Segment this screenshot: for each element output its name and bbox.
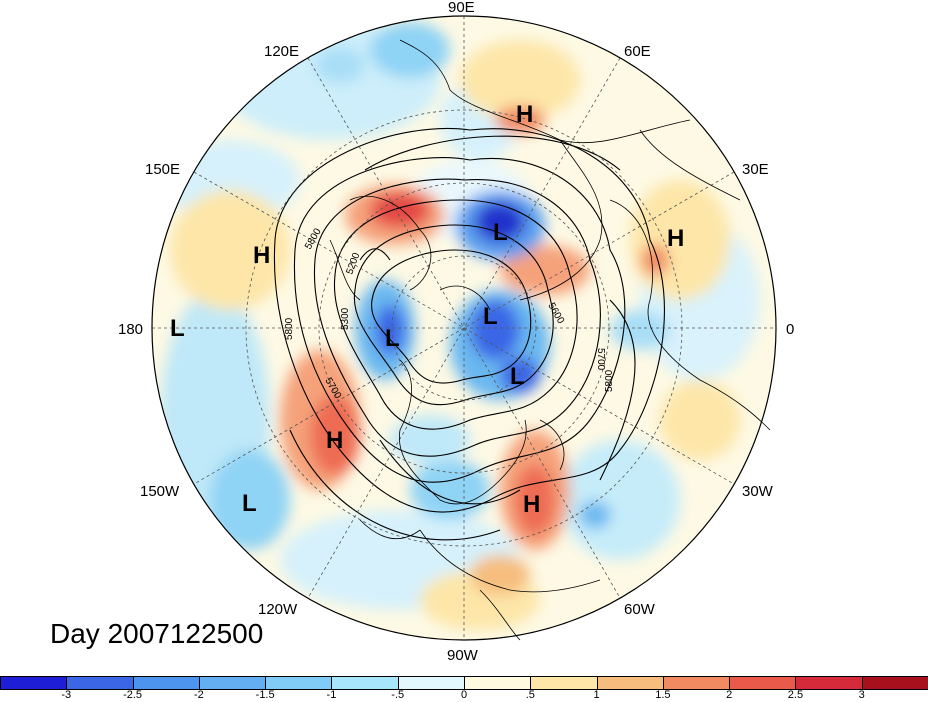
lon-label-120e: 120E xyxy=(264,43,299,60)
colorbar-swatch xyxy=(0,676,68,690)
lon-label-150w: 150W xyxy=(140,483,180,500)
colorbar-tick-label: -2 xyxy=(193,689,204,701)
low-pressure-marker: L xyxy=(385,325,400,352)
graticule xyxy=(152,16,776,640)
colorbar-tick-label: 1 xyxy=(593,689,600,701)
lon-label-120w: 120W xyxy=(258,601,298,618)
colorbar-swatch xyxy=(265,676,333,690)
colorbar-swatch xyxy=(331,676,399,690)
colorbar-swatch xyxy=(795,676,863,690)
day-title: Day 2007122500 xyxy=(50,618,264,649)
high-pressure-marker: H xyxy=(523,491,540,518)
colorbar-swatch xyxy=(596,676,664,690)
colorbar-tick-label: 3 xyxy=(858,689,865,701)
coastlines xyxy=(329,39,771,641)
colorbar-tick-label: -3 xyxy=(61,689,72,701)
low-pressure-marker: L xyxy=(493,219,508,246)
colorbar-swatch xyxy=(729,676,797,690)
colorbar-swatch xyxy=(530,676,598,690)
colorbar-swatch xyxy=(66,676,134,690)
colorbar-tick-label: -2.5 xyxy=(123,689,143,701)
low-pressure-marker: L xyxy=(483,303,498,330)
colorbar: -3 -2.5 -2 -1.5 -1 -.5 0 .5 1 1.5 2 2.5 3 xyxy=(0,674,928,702)
colorbar-tick-label: -.5 xyxy=(391,689,405,701)
colorbar-swatch xyxy=(397,676,465,690)
lon-label-180: 180 xyxy=(118,321,143,338)
colorbar-swatch xyxy=(662,676,731,690)
colorbar-tick-label: .5 xyxy=(525,689,535,701)
contour-label: 5700 xyxy=(595,348,606,371)
colorbar-tick-label: 0 xyxy=(460,689,468,701)
polar-stereographic-map: 5200 5300 5700 5800 5800 5700 5800 5600 … xyxy=(118,0,794,664)
colorbar-swatch xyxy=(198,676,267,690)
lon-label-90w: 90W xyxy=(447,647,479,664)
high-pressure-marker: H xyxy=(667,225,684,252)
lon-label-0: 0 xyxy=(786,321,794,338)
lon-label-30e: 30E xyxy=(742,161,769,178)
colorbar-tick-label: -1 xyxy=(326,689,337,701)
lon-label-30w: 30W xyxy=(742,483,774,500)
lon-label-150e: 150E xyxy=(145,161,180,178)
high-pressure-marker: H xyxy=(516,101,533,128)
colorbar-tick-label: 2.5 xyxy=(787,689,804,701)
colorbar-swatch xyxy=(861,676,928,690)
colorbar-tick-label: 1.5 xyxy=(655,689,671,701)
low-pressure-marker: L xyxy=(170,315,185,342)
colorbar-swatch xyxy=(464,676,532,690)
lon-label-60w: 60W xyxy=(624,601,656,618)
contour-label: 5800 xyxy=(604,369,615,392)
pressure-centers: H H H H H L L L L L L xyxy=(170,101,684,518)
colorbar-tick-label: -1.5 xyxy=(255,689,275,701)
longitude-labels: 90E 60E 30E 0 30W 60W 90W 120W 150W 180 … xyxy=(118,0,794,664)
contour-label: 5300 xyxy=(340,307,351,330)
lon-label-90e: 90E xyxy=(448,0,475,16)
low-pressure-marker: L xyxy=(242,490,257,517)
high-pressure-marker: H xyxy=(326,427,343,454)
colorbar-tick-label: 2 xyxy=(726,689,733,701)
low-pressure-marker: L xyxy=(510,363,525,390)
height-contours xyxy=(273,127,665,541)
contour-label: 5800 xyxy=(284,317,295,340)
high-pressure-marker: H xyxy=(253,242,270,269)
map-border xyxy=(151,15,777,641)
colorbar-swatch xyxy=(132,676,200,690)
lon-label-60e: 60E xyxy=(624,43,651,60)
